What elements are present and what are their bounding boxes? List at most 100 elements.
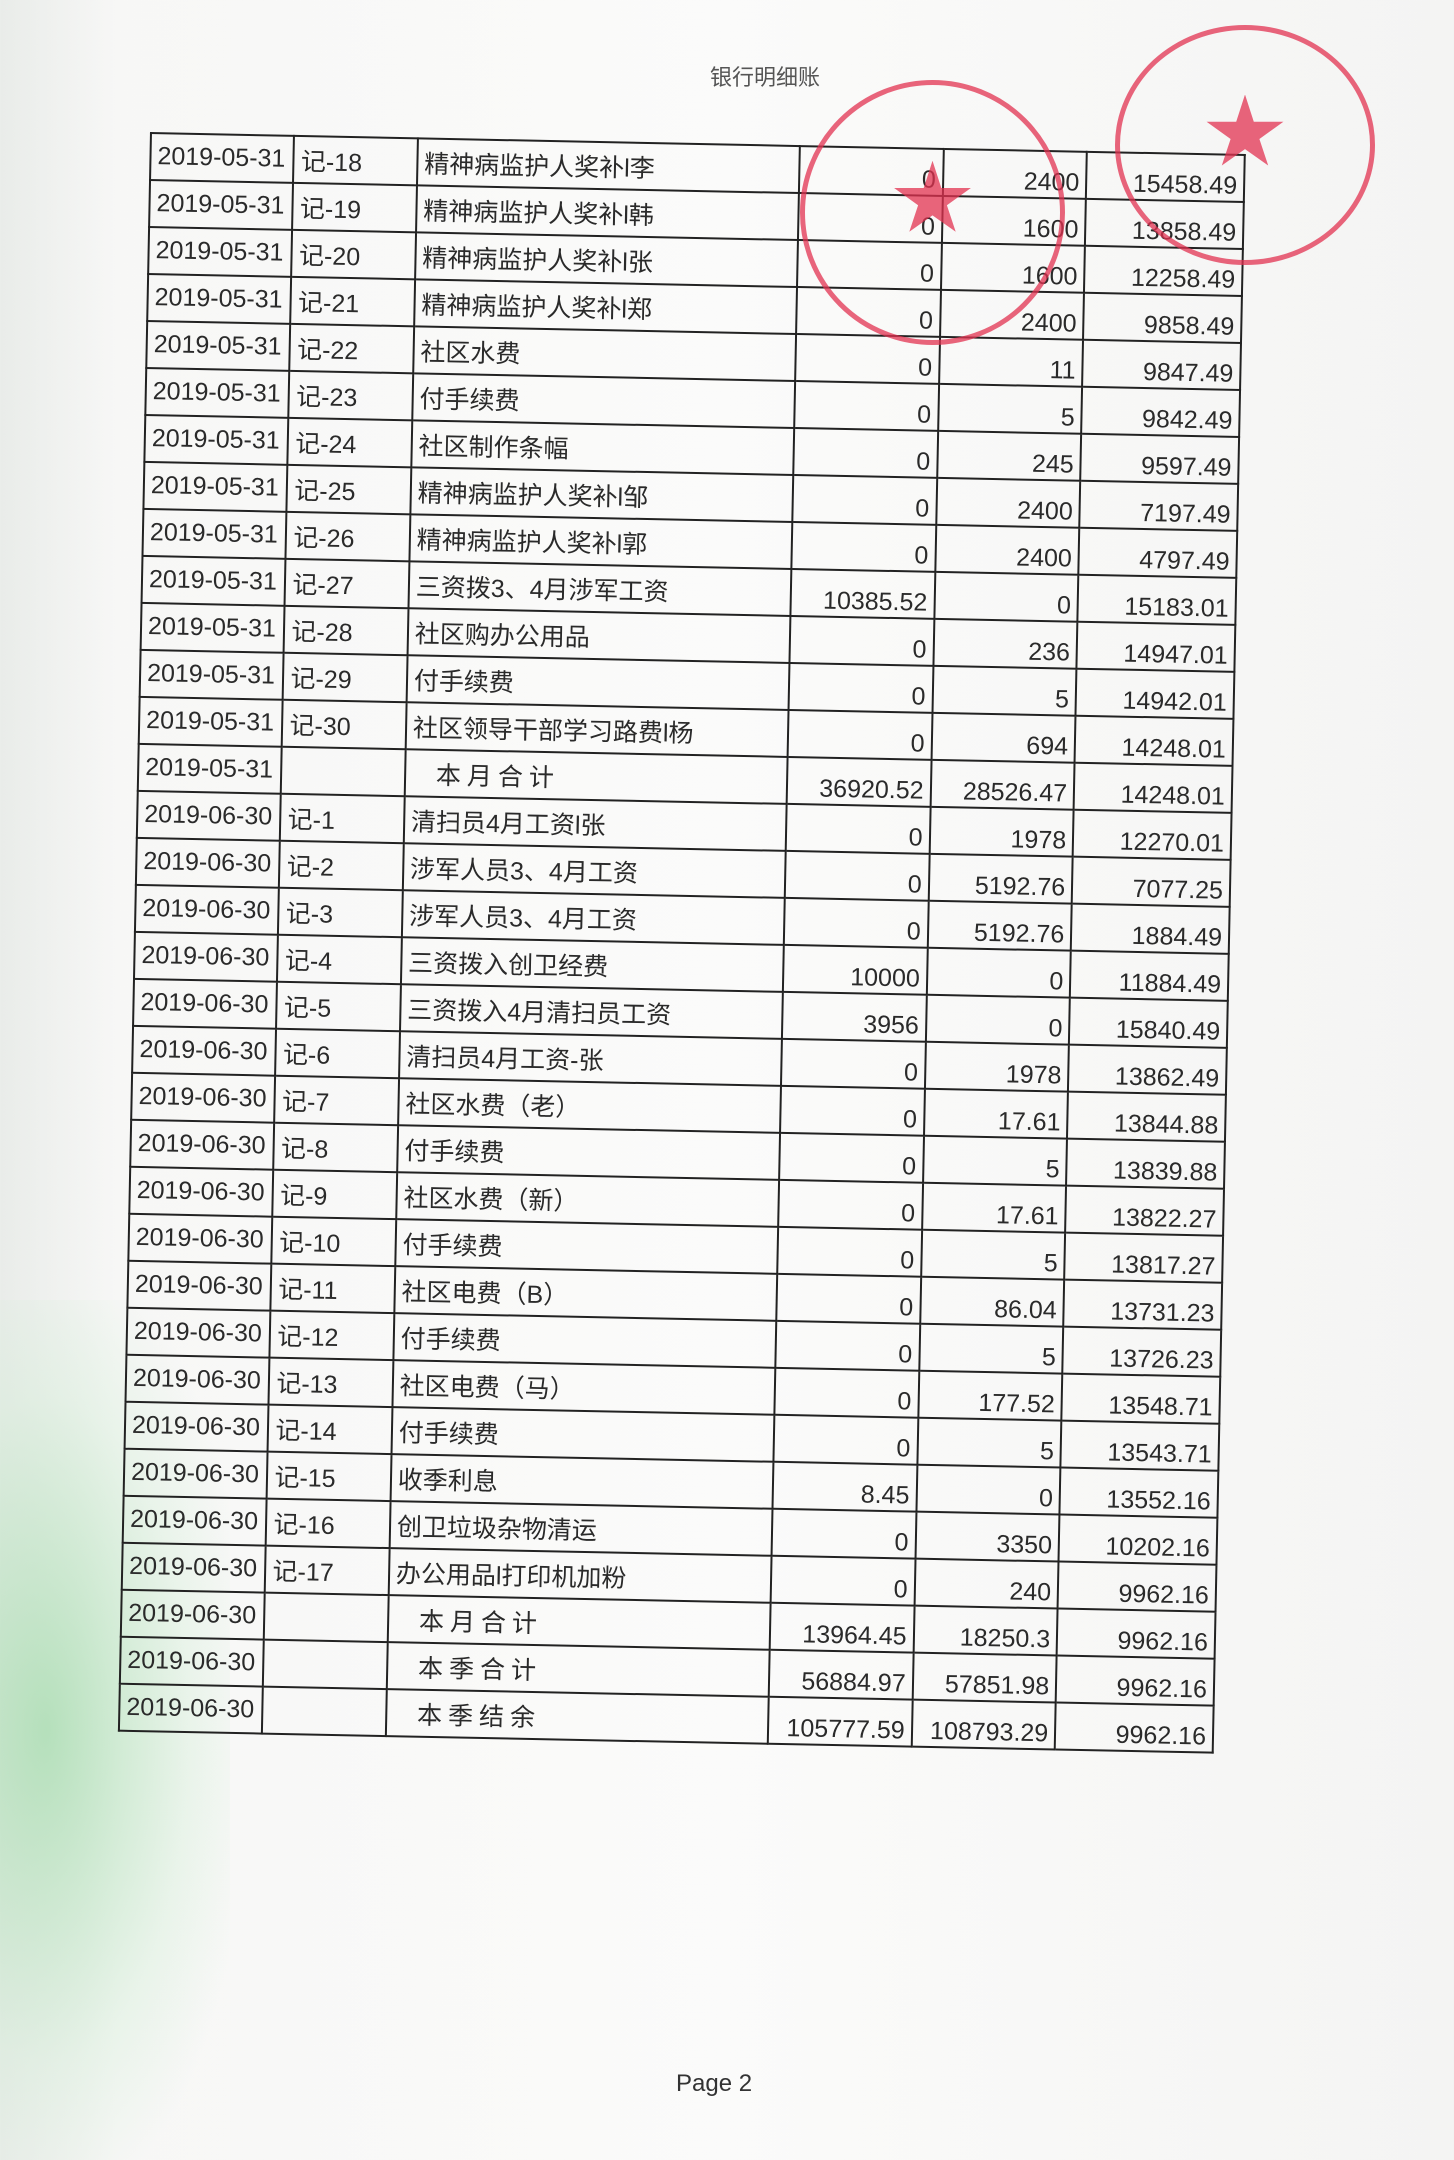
description-cell: 付手续费 <box>393 1313 777 1368</box>
description-cell: 付手续费 <box>412 373 796 428</box>
credit-cell: 2400 <box>939 289 1085 340</box>
balance-cell: 13862.49 <box>1068 1044 1227 1095</box>
debit-cell: 0 <box>795 334 940 384</box>
voucher-cell: 记-26 <box>285 511 411 562</box>
description-cell: 付手续费 <box>406 655 790 710</box>
date-cell: 2019-06-30 <box>121 1542 267 1593</box>
date-cell: 2019-05-31 <box>142 508 287 559</box>
debit-cell: 0 <box>798 193 943 243</box>
credit-cell: 28526.47 <box>930 759 1075 810</box>
credit-cell: 1600 <box>941 195 1087 246</box>
photo-shadow <box>0 1300 230 2160</box>
debit-cell: 0 <box>780 1085 925 1136</box>
debit-cell: 10000 <box>782 944 928 995</box>
debit-cell: 0 <box>776 1273 921 1324</box>
voucher-cell: 记-25 <box>286 464 412 515</box>
balance-cell: 14248.01 <box>1074 715 1234 766</box>
description-cell: 精神病监护人奖补l韩 <box>415 185 799 241</box>
balance-cell: 9847.49 <box>1082 339 1241 390</box>
description-cell: 社区电费（马） <box>392 1360 776 1415</box>
credit-cell: 5 <box>917 1417 1062 1468</box>
debit-cell: 0 <box>773 1414 918 1465</box>
voucher-cell: 记-22 <box>289 323 414 374</box>
debit-cell: 0 <box>785 803 931 854</box>
voucher-cell: 记-12 <box>269 1310 395 1361</box>
description-cell: 社区水费（老） <box>397 1078 782 1133</box>
balance-cell: 13548.71 <box>1061 1373 1221 1424</box>
credit-cell: 17.61 <box>923 1088 1069 1139</box>
credit-cell: 1978 <box>924 1041 1070 1092</box>
balance-cell: 4797.49 <box>1078 527 1238 578</box>
debit-cell: 0 <box>789 615 935 666</box>
voucher-cell: 记-7 <box>274 1075 399 1126</box>
balance-cell: 15458.49 <box>1086 151 1245 202</box>
voucher-cell: 记-5 <box>276 981 401 1032</box>
balance-cell: 14942.01 <box>1075 668 1235 719</box>
balance-cell: 14947.01 <box>1076 621 1236 672</box>
description-cell: 付手续费 <box>397 1125 781 1180</box>
voucher-cell: 记-4 <box>277 934 402 985</box>
voucher-cell: 记-11 <box>270 1263 396 1314</box>
date-cell: 2019-05-31 <box>140 602 285 653</box>
voucher-cell: 记-1 <box>280 793 405 844</box>
date-cell: 2019-06-30 <box>127 1260 272 1311</box>
balance-cell: 9962.16 <box>1056 1608 1216 1659</box>
balance-cell: 7197.49 <box>1079 480 1239 531</box>
description-cell: 社区领导干部学习路费l杨 <box>405 702 789 757</box>
voucher-cell: 记-15 <box>267 1451 392 1502</box>
debit-cell: 0 <box>770 1555 916 1606</box>
debit-cell: 0 <box>793 427 938 478</box>
balance-cell: 7077.25 <box>1071 856 1231 907</box>
debit-cell: 3956 <box>781 991 927 1042</box>
date-cell: 2019-06-30 <box>134 884 280 935</box>
balance-cell: 9842.49 <box>1081 386 1241 437</box>
debit-cell: 0 <box>775 1320 920 1371</box>
description-cell: 社区制作条幅 <box>411 420 795 475</box>
balance-cell: 13817.27 <box>1064 1232 1224 1283</box>
debit-cell: 36920.52 <box>786 756 932 807</box>
debit-cell: 0 <box>784 850 930 901</box>
balance-cell: 13839.88 <box>1066 1138 1225 1189</box>
date-cell: 2019-06-30 <box>120 1589 266 1640</box>
credit-cell: 5 <box>918 1323 1064 1374</box>
date-cell: 2019-05-31 <box>150 133 295 183</box>
voucher-cell <box>281 746 406 797</box>
credit-cell: 5 <box>920 1229 1066 1280</box>
description-cell: 社区电费（B） <box>394 1266 778 1321</box>
ledger-body: 2019-05-31 记-18 精神病监护人奖补l李 0 2400 15458.49 201… <box>118 133 1245 1753</box>
debit-cell: 0 <box>779 1132 924 1183</box>
voucher-cell <box>264 1592 389 1643</box>
description-cell: 三资拨3、4月涉军工资 <box>408 561 792 616</box>
date-cell: 2019-05-31 <box>147 273 292 324</box>
description-cell: 精神病监护人奖补l邹 <box>410 467 794 522</box>
balance-cell: 14248.01 <box>1073 762 1233 813</box>
ledger-table: 2019-05-31 记-18 精神病监护人奖补l李 0 2400 15458.49 201… <box>118 132 1246 1754</box>
description-cell: 精神病监护人奖补l张 <box>414 232 799 288</box>
description-cell: 三资拨入创卫经费 <box>400 937 784 992</box>
date-cell: 2019-05-31 <box>146 320 291 371</box>
credit-cell: 108793.29 <box>911 1699 1056 1750</box>
date-cell: 2019-06-30 <box>132 1025 277 1076</box>
voucher-cell: 记-19 <box>292 182 417 233</box>
balance-cell: 1884.49 <box>1070 903 1230 954</box>
page-number: Page 2 <box>676 2070 753 2097</box>
date-cell: 2019-05-31 <box>148 227 293 277</box>
date-cell: 2019-06-30 <box>118 1683 264 1734</box>
description-cell: 办公用品l打印机加粉 <box>388 1548 772 1603</box>
voucher-cell: 记-2 <box>279 840 404 891</box>
balance-cell: 13543.71 <box>1060 1420 1220 1471</box>
credit-cell: 5192.76 <box>927 900 1072 951</box>
balance-cell: 13858.49 <box>1085 198 1244 249</box>
description-cell: 三资拨入4月清扫员工资 <box>399 984 783 1039</box>
voucher-cell: 记-3 <box>278 887 403 938</box>
credit-cell: 0 <box>916 1464 1061 1515</box>
date-cell: 2019-06-30 <box>125 1354 270 1405</box>
description-cell: 清扫员4月工资l张 <box>403 796 787 851</box>
date-cell: 2019-06-30 <box>128 1213 273 1264</box>
debit-cell: 0 <box>774 1367 919 1418</box>
date-cell: 2019-06-30 <box>135 837 281 888</box>
balance-cell: 9858.49 <box>1083 292 1242 343</box>
voucher-cell: 记-16 <box>266 1498 391 1549</box>
description-cell: 付手续费 <box>391 1407 775 1462</box>
voucher-cell: 记-8 <box>273 1122 398 1173</box>
